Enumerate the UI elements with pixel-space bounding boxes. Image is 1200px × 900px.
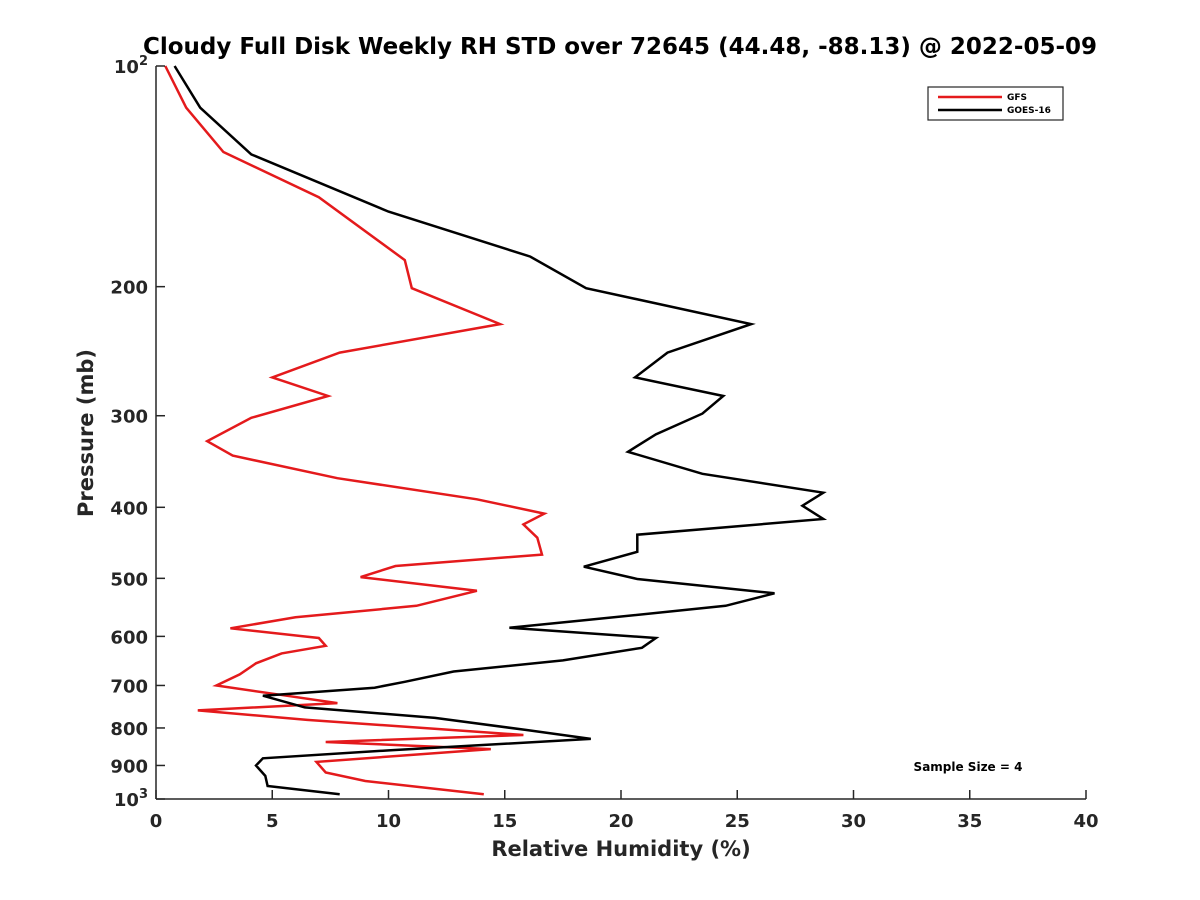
series-line-gfs [164, 65, 548, 796]
legend-label-gfs: GFS [1007, 93, 1027, 103]
x-tick-label: 10 [376, 811, 401, 832]
y-tick-label: 600 [110, 627, 148, 648]
x-axis-label: Relative Humidity (%) [491, 837, 750, 861]
chart-title: Cloudy Full Disk Weekly RH STD over 7264… [143, 34, 1097, 60]
y-tick-label: 102 [114, 54, 148, 78]
y-tick-label: 300 [110, 407, 148, 428]
x-tick-label: 25 [725, 811, 750, 832]
x-tick-label: 5 [266, 811, 279, 832]
x-tick-label: 20 [608, 811, 633, 832]
y-tick-label: 900 [110, 756, 148, 777]
x-ticks: 0 5 10 15 20 25 30 35 40 [150, 790, 1099, 832]
x-tick-label: 30 [841, 811, 866, 832]
x-tick-label: 0 [150, 811, 163, 832]
series-line-goes-16 [173, 65, 828, 796]
y-tick-label: 700 [110, 676, 148, 697]
sample-size-annotation: Sample Size = 4 [914, 760, 1023, 774]
x-tick-label: 15 [492, 811, 517, 832]
y-tick-label: 200 [110, 278, 148, 299]
series-layer [164, 65, 828, 796]
y-ticks: 102 200 300 400 500 600 700 800 900 103 [110, 54, 165, 811]
legend: GFS GOES-16 [927, 86, 1064, 121]
x-tick-label: 35 [957, 811, 982, 832]
y-tick-label: 500 [110, 569, 148, 590]
y-tick-label: 800 [110, 719, 148, 740]
y-tick-label: 103 [114, 787, 148, 811]
legend-label-goes16: GOES-16 [1007, 106, 1051, 116]
y-axis-label: Pressure (mb) [74, 349, 98, 517]
legend-box [927, 86, 1064, 121]
y-tick-label: 400 [110, 498, 148, 519]
x-tick-label: 40 [1073, 811, 1098, 832]
